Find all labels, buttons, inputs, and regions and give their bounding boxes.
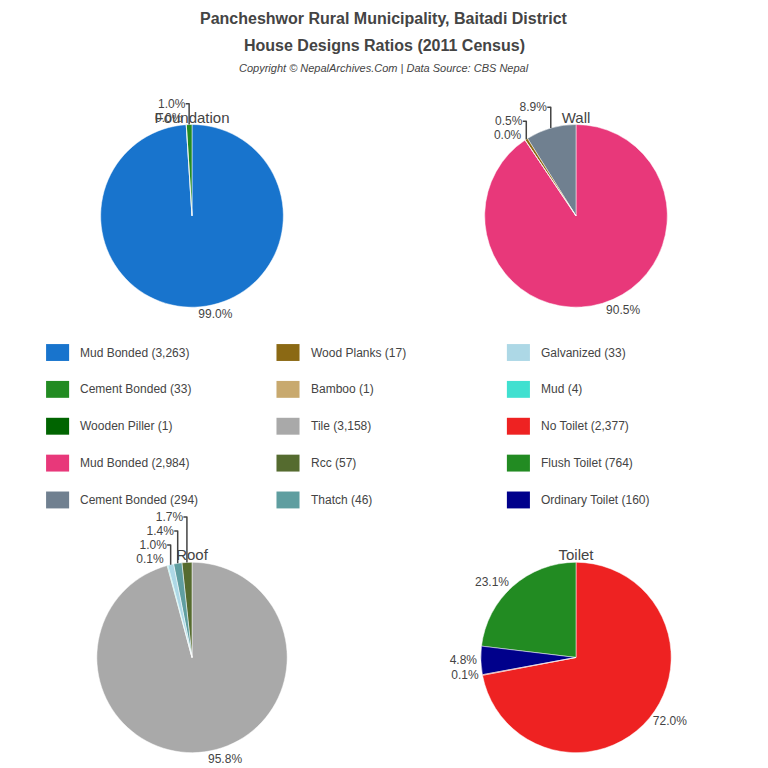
svg-text:Toilet: Toilet: [558, 546, 594, 563]
svg-text:House Designs Ratios (2011 Cen: House Designs Ratios (2011 Census): [244, 37, 525, 54]
svg-text:Mud (4): Mud (4): [541, 382, 582, 396]
svg-text:Wooden Piller (1): Wooden Piller (1): [80, 419, 172, 433]
svg-text:Rcc (57): Rcc (57): [311, 456, 356, 470]
svg-text:Wall: Wall: [562, 109, 591, 126]
svg-text:Pancheshwor Rural Municipality: Pancheshwor Rural Municipality, Baitadi …: [200, 10, 568, 27]
svg-text:0.0%: 0.0%: [494, 128, 522, 142]
svg-text:1.0%: 1.0%: [139, 538, 167, 552]
svg-text:23.1%: 23.1%: [475, 575, 509, 589]
svg-text:Mud Bonded (3,263): Mud Bonded (3,263): [80, 346, 189, 360]
svg-text:Cement Bonded (294): Cement Bonded (294): [80, 493, 198, 507]
svg-text:Mud Bonded (2,984): Mud Bonded (2,984): [80, 456, 189, 470]
svg-text:Flush Toilet (764): Flush Toilet (764): [541, 456, 633, 470]
svg-text:Thatch (46): Thatch (46): [311, 493, 372, 507]
svg-text:No Toilet (2,377): No Toilet (2,377): [541, 419, 629, 433]
svg-text:1.0%: 1.0%: [158, 97, 186, 111]
svg-text:0.1%: 0.1%: [451, 668, 479, 682]
svg-text:95.8%: 95.8%: [208, 752, 242, 766]
svg-text:99.0%: 99.0%: [198, 307, 232, 321]
svg-text:0.1%: 0.1%: [136, 552, 164, 566]
svg-text:Roof: Roof: [176, 546, 209, 563]
svg-text:Tile (3,158): Tile (3,158): [311, 419, 371, 433]
svg-text:Wood Planks (17): Wood Planks (17): [311, 346, 406, 360]
svg-text:Copyright © NepalArchives.Com: Copyright © NepalArchives.Com | Data Sou…: [239, 62, 529, 74]
svg-text:Galvanized (33): Galvanized (33): [541, 346, 626, 360]
svg-text:0.5%: 0.5%: [495, 114, 523, 128]
svg-text:0.0%: 0.0%: [155, 111, 183, 125]
svg-text:1.7%: 1.7%: [156, 510, 184, 524]
svg-text:Foundation: Foundation: [154, 109, 229, 126]
svg-text:Ordinary Toilet (160): Ordinary Toilet (160): [541, 493, 650, 507]
svg-text:8.9%: 8.9%: [520, 100, 548, 114]
svg-text:1.4%: 1.4%: [147, 524, 175, 538]
svg-text:90.5%: 90.5%: [606, 303, 640, 317]
svg-text:72.0%: 72.0%: [653, 714, 687, 728]
svg-text:Bamboo (1): Bamboo (1): [311, 382, 374, 396]
svg-text:Cement Bonded (33): Cement Bonded (33): [80, 382, 191, 396]
svg-text:4.8%: 4.8%: [450, 653, 478, 667]
